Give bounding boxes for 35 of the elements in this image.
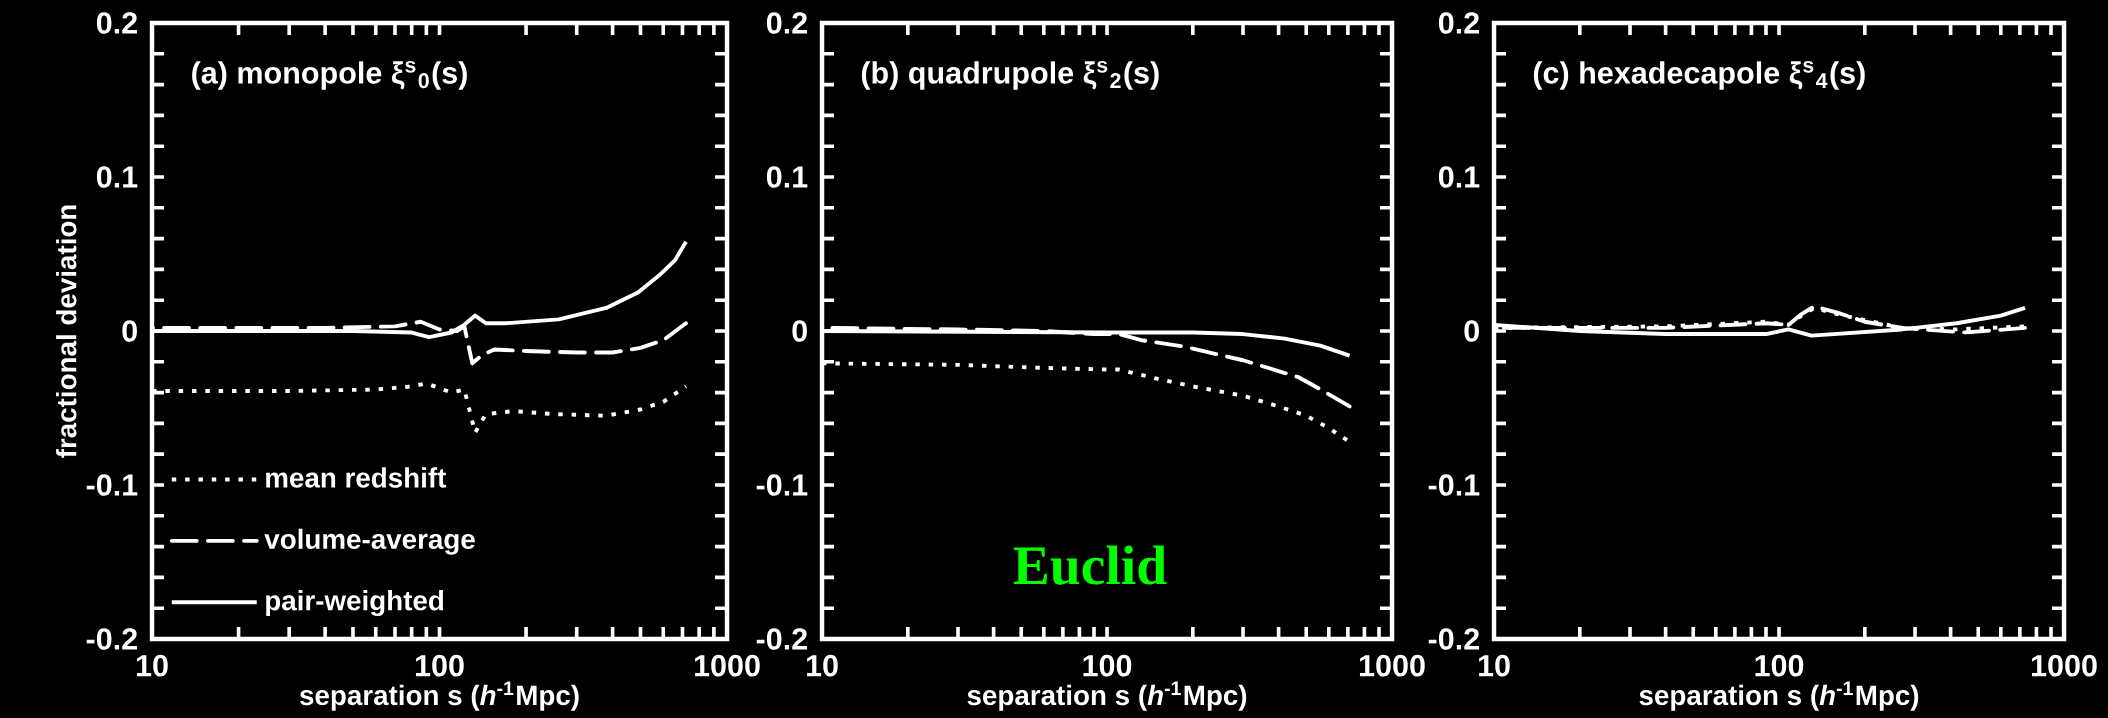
y-tick-label: -0.1 <box>1428 474 1480 496</box>
x-axis-title: separation s (h$^{-1}$Mpc) <box>1639 681 1919 711</box>
x-tick-label: 100 <box>415 654 464 677</box>
y-tick-label: 0.2 <box>96 12 137 34</box>
y-axis-title: fractional deviation <box>56 205 77 458</box>
y-tick-label: 0 <box>122 320 137 342</box>
legend-label: volume-average <box>264 528 475 555</box>
text: (c) hexadecapole ξ$^{s}$$_{4}$(s) <box>1533 60 1865 90</box>
y-tick-label: 0.2 <box>766 12 807 34</box>
x-tick-label: 10 <box>806 654 838 677</box>
y-tick-label: 0 <box>1464 320 1479 342</box>
y-tick-label: -0.2 <box>1428 628 1479 650</box>
y-tick-label: -0.1 <box>756 474 808 496</box>
y-tick-label: -0.2 <box>86 628 137 650</box>
x-tick-label: 1000 <box>1359 654 1425 677</box>
y-tick-label: 0.1 <box>766 166 808 188</box>
x-tick-label: 10 <box>1478 654 1510 677</box>
text: (b) quadrupole ξ$^{s}$$_{2}$(s) <box>861 60 1159 90</box>
legend-label: pair-weighted <box>266 590 444 617</box>
x-tick-label: 10 <box>136 654 168 677</box>
y-tick-label: -0.1 <box>86 474 138 496</box>
x-tick-label: 100 <box>1755 654 1804 677</box>
y-tick-label: 0.1 <box>1438 166 1480 188</box>
x-axis-title: separation s (h$^{-1}$Mpc) <box>967 681 1247 711</box>
y-tick-label: -0.2 <box>756 628 807 650</box>
x-axis-title: separation s (h$^{-1}$Mpc) <box>299 681 579 711</box>
x-tick-label: 100 <box>1083 654 1132 677</box>
y-tick-label: 0.2 <box>1438 12 1479 34</box>
text: (a) monopole ξ$^{s}$$_{0}$(s) <box>192 60 467 90</box>
y-tick-label: 0.1 <box>96 166 138 188</box>
legend-label: mean redshift <box>266 467 447 488</box>
x-tick-label: 1000 <box>2031 654 2097 677</box>
x-tick-label: 1000 <box>694 654 760 677</box>
annotation: Euclid <box>1013 545 1167 585</box>
y-tick-label: 0 <box>792 320 807 342</box>
